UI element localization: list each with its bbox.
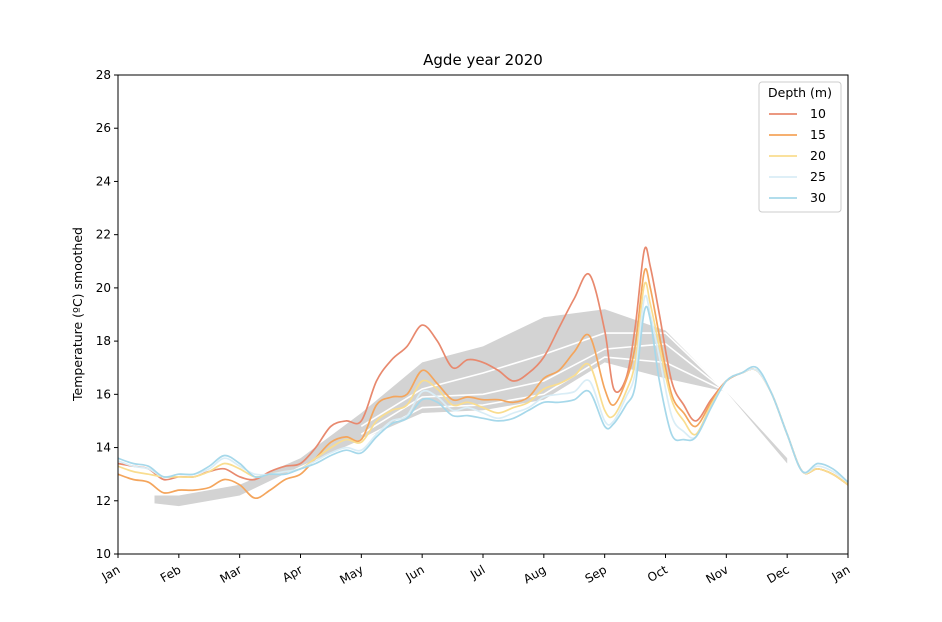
- y-tick-label: 12: [96, 494, 111, 508]
- y-tick-label: 28: [96, 68, 111, 82]
- y-tick-label: 24: [96, 174, 111, 188]
- x-tick-label: Jul: [467, 562, 487, 582]
- legend-title: Depth (m): [768, 85, 832, 100]
- legend: Depth (m) 10 15 20 25 30: [758, 81, 842, 213]
- legend-label-depth-30: 30: [810, 190, 826, 205]
- legend-label-depth-20: 20: [810, 148, 826, 163]
- climatology-line-1: [360, 332, 727, 427]
- legend-label-depth-15: 15: [810, 127, 826, 142]
- climatology-line-3: [360, 356, 727, 441]
- y-tick-label: 22: [96, 228, 111, 242]
- y-tick-label: 16: [96, 387, 111, 401]
- y-tick-label: 20: [96, 281, 111, 295]
- y-tick-label: 10: [96, 547, 111, 561]
- y-tick-label: 26: [96, 121, 111, 135]
- chart-title: Agde year 2020: [423, 51, 543, 69]
- y-axis-label: Temperature (ºC) smoothed: [70, 227, 85, 402]
- legend-box: [758, 81, 842, 213]
- climatology-line-2: [360, 342, 727, 435]
- legend-label-depth-10: 10: [810, 106, 826, 121]
- legend-label-depth-25: 25: [810, 169, 826, 184]
- plot-area: [117, 246, 849, 507]
- series-line-depth-30: [117, 305, 849, 483]
- y-tick-label: 14: [96, 441, 111, 455]
- y-tick-label: 18: [96, 334, 111, 348]
